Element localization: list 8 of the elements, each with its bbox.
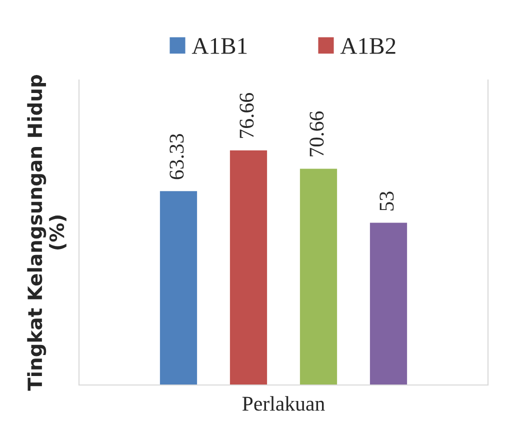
- data-label: 70.66: [310, 111, 324, 156]
- y-axis-title: Tingkat Kelangsungan Hidup (%): [27, 74, 66, 391]
- x-axis-title: Perlakuan: [242, 396, 325, 411]
- legend-label: A1B2: [340, 38, 396, 54]
- legend-label: A1B1: [192, 38, 247, 54]
- data-label: 53: [380, 192, 394, 210]
- data-label: 76.66: [240, 93, 254, 138]
- data-label: 63.33: [170, 134, 184, 180]
